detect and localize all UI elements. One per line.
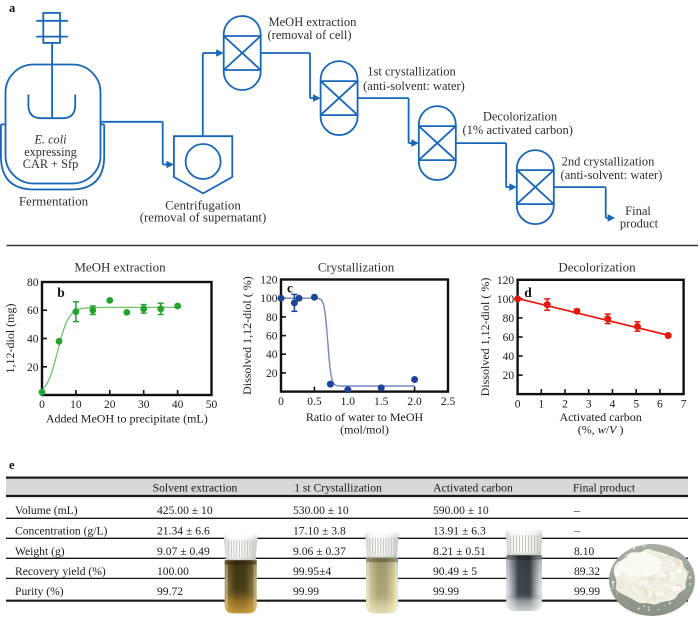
svg-text:20: 20	[266, 368, 278, 380]
svg-text:Final product: Final product	[573, 482, 636, 495]
svg-text:Crystallization: Crystallization	[318, 260, 395, 275]
svg-text:b: b	[57, 285, 65, 300]
svg-text:2.5: 2.5	[441, 396, 456, 408]
svg-text:3: 3	[586, 399, 592, 411]
svg-text:1st crystallization: 1st crystallization	[367, 65, 456, 79]
svg-text:0: 0	[515, 399, 521, 411]
svg-text:(1% activated carbon): (1% activated carbon)	[463, 123, 573, 137]
svg-text:5: 5	[633, 399, 639, 411]
svg-text:100: 100	[260, 293, 278, 305]
svg-text:e: e	[9, 458, 15, 472]
svg-text:MeOH extraction: MeOH extraction	[269, 15, 358, 29]
svg-text:Final: Final	[625, 204, 651, 218]
svg-text:1: 1	[538, 399, 544, 411]
svg-text:30: 30	[138, 399, 150, 411]
svg-text:Dissolved 1,12-diol ( %): Dissolved 1,12-diol ( %)	[478, 278, 492, 397]
svg-text:20: 20	[104, 399, 116, 411]
svg-text:Decolorization: Decolorization	[483, 110, 558, 124]
svg-text:product: product	[620, 217, 659, 231]
svg-text:89.32: 89.32	[574, 565, 600, 578]
svg-text:99.72: 99.72	[157, 585, 183, 598]
svg-text:1.5: 1.5	[374, 396, 389, 408]
svg-text:Decolorization: Decolorization	[558, 260, 636, 275]
svg-text:Added MeOH to precipitate (mL): Added MeOH to precipitate (mL)	[46, 412, 208, 426]
svg-text:0.5: 0.5	[307, 396, 322, 408]
svg-text:Recovery yield (%): Recovery yield (%)	[15, 565, 106, 578]
svg-text:20: 20	[503, 370, 515, 382]
svg-text:(mol/mol): (mol/mol)	[340, 423, 389, 437]
svg-text:2nd crystallization: 2nd crystallization	[562, 155, 655, 169]
svg-text:50: 50	[206, 399, 218, 411]
svg-text:expressing: expressing	[24, 145, 77, 159]
svg-text:120: 120	[497, 275, 515, 287]
svg-text:80: 80	[503, 313, 515, 325]
svg-text:Weight (g): Weight (g)	[15, 545, 65, 558]
svg-text:40: 40	[172, 399, 184, 411]
svg-text:99.99: 99.99	[574, 585, 600, 598]
svg-text:c: c	[287, 281, 293, 296]
svg-text:2: 2	[562, 399, 568, 411]
svg-text:100.00: 100.00	[157, 565, 189, 578]
svg-text:17.10 ± 3.8: 17.10 ± 3.8	[293, 525, 346, 538]
svg-text:4: 4	[610, 399, 616, 411]
svg-text:E. coli: E. coli	[33, 133, 67, 147]
svg-text:0: 0	[39, 399, 45, 411]
svg-text:Solvent extraction: Solvent extraction	[153, 482, 238, 495]
svg-text:21.34 ± 6.6: 21.34 ± 6.6	[157, 525, 210, 538]
svg-text:Concentration (g/L): Concentration (g/L)	[15, 525, 108, 538]
svg-text:99.99: 99.99	[293, 585, 319, 598]
svg-text:(removal of supernatant): (removal of supernatant)	[140, 211, 267, 225]
svg-text:CAR + Sfp: CAR + Sfp	[23, 157, 78, 171]
svg-text:1 st Crystallization: 1 st Crystallization	[294, 482, 382, 495]
svg-text:Volume (mL): Volume (mL)	[15, 504, 78, 517]
svg-text:Purity (%): Purity (%)	[15, 585, 64, 598]
svg-text:1.0: 1.0	[341, 396, 356, 408]
svg-text:–: –	[573, 504, 580, 517]
svg-text:2.0: 2.0	[407, 396, 422, 408]
svg-text:Activated carbon: Activated carbon	[433, 482, 513, 495]
svg-text:8.21 ± 0.51: 8.21 ± 0.51	[433, 545, 486, 558]
svg-text:40: 40	[266, 349, 278, 361]
svg-text:7: 7	[681, 399, 687, 411]
svg-text:20: 20	[27, 362, 39, 374]
svg-text:(%, w/V ): (%, w/V )	[578, 423, 624, 437]
svg-text:90.49 ± 5: 90.49 ± 5	[433, 565, 477, 578]
svg-text:–: –	[573, 525, 580, 538]
svg-text:(anti-solvent: water): (anti-solvent: water)	[561, 168, 663, 182]
svg-text:MeOH extraction: MeOH extraction	[74, 260, 166, 275]
svg-text:Dissolved 1,12-diol ( %): Dissolved 1,12-diol ( %)	[240, 276, 254, 395]
svg-text:10: 10	[70, 399, 82, 411]
svg-text:60: 60	[503, 332, 515, 344]
svg-text:60: 60	[27, 305, 39, 317]
svg-text:Centrifugation: Centrifugation	[165, 197, 241, 212]
svg-text:80: 80	[27, 277, 39, 289]
svg-text:Ratio of water to MeOH: Ratio of water to MeOH	[306, 410, 424, 424]
svg-text:(anti-solvent: water): (anti-solvent: water)	[363, 79, 465, 93]
svg-text:d: d	[524, 285, 532, 300]
svg-text:1,12-diol (mg): 1,12-diol (mg)	[3, 304, 17, 374]
svg-text:60: 60	[266, 331, 278, 343]
svg-text:(removal of cell): (removal of cell)	[268, 28, 352, 42]
svg-text:530.00 ± 10: 530.00 ± 10	[293, 504, 349, 517]
svg-text:9.06 ± 0.37: 9.06 ± 0.37	[293, 545, 346, 558]
svg-text:0: 0	[278, 396, 284, 408]
svg-text:6: 6	[657, 399, 663, 411]
svg-text:40: 40	[27, 334, 39, 346]
svg-text:99.95±4: 99.95±4	[293, 565, 331, 578]
svg-text:590.00 ± 10: 590.00 ± 10	[433, 504, 489, 517]
svg-text:425.00 ± 10: 425.00 ± 10	[157, 504, 213, 517]
svg-text:a: a	[9, 1, 16, 15]
svg-text:80: 80	[266, 312, 278, 324]
svg-text:9.07 ± 0.49: 9.07 ± 0.49	[157, 545, 210, 558]
svg-text:8.10: 8.10	[574, 545, 594, 558]
svg-text:40: 40	[503, 351, 515, 363]
svg-text:120: 120	[260, 275, 278, 287]
svg-text:Fermentation: Fermentation	[19, 193, 89, 208]
svg-text:99.99: 99.99	[433, 585, 459, 598]
svg-text:13.91 ± 6.3: 13.91 ± 6.3	[433, 525, 486, 538]
svg-text:100: 100	[497, 294, 515, 306]
svg-text:Activated carbon: Activated carbon	[559, 410, 641, 424]
